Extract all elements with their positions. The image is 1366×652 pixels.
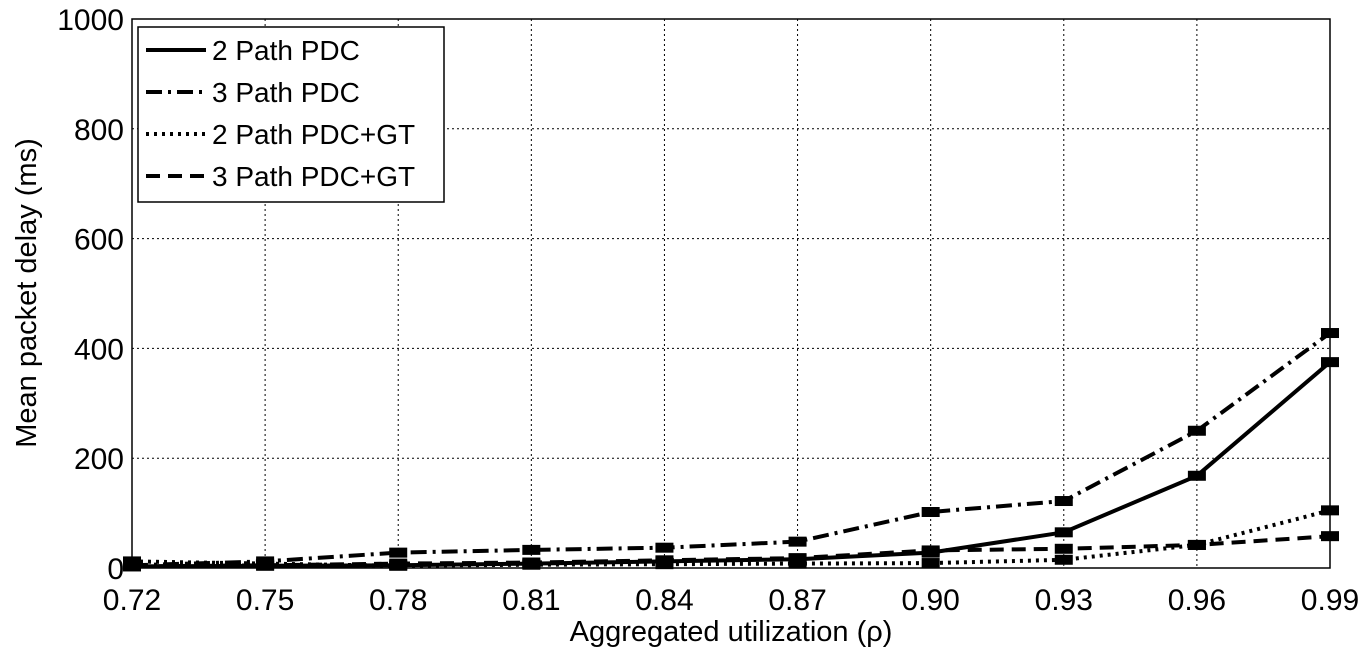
- y-tick-label: 0: [107, 553, 124, 586]
- data-point: [921, 545, 940, 556]
- series-2: [123, 328, 1339, 571]
- data-point: [1321, 328, 1339, 339]
- data-point: [1187, 470, 1206, 481]
- data-point: [1054, 543, 1073, 554]
- x-tick-label: 0.84: [635, 584, 693, 617]
- data-point: [123, 561, 141, 572]
- series-line: [131, 360, 1332, 569]
- data-point: [921, 507, 940, 518]
- data-point: [1054, 527, 1073, 538]
- data-point: [788, 536, 807, 547]
- data-point: [921, 558, 940, 569]
- data-point: [788, 553, 807, 564]
- y-axis-label: Mean packet delay (ms): [11, 138, 43, 447]
- data-point: [1321, 531, 1339, 542]
- y-tick-label: 800: [74, 114, 124, 147]
- x-tick-label: 0.96: [1168, 584, 1226, 617]
- data-point: [1187, 425, 1206, 436]
- x-tick-label: 0.87: [768, 584, 826, 617]
- plot-frame: [131, 18, 1331, 569]
- tick-labels: 0.72 0.75 0.78 0.81 0.84 0.87 0.90 0.93 0.96 0.99…: [57, 4, 1359, 617]
- data-point: [1187, 539, 1206, 550]
- x-axis-label: Aggregated utilization (ρ): [570, 616, 893, 648]
- legend-label: 2 Path PDC: [212, 35, 360, 66]
- data-point: [256, 560, 275, 571]
- data-point: [522, 557, 541, 568]
- legend-label: 3 Path PDC+GT: [212, 161, 415, 192]
- legend-label: 3 Path PDC: [212, 77, 360, 108]
- legend-label: 2 Path PDC+GT: [212, 119, 415, 150]
- legend: 2 Path PDC 3 Path PDC 2 Path PDC+GT 3 Path …: [137, 26, 445, 203]
- y-tick-label: 200: [74, 443, 124, 476]
- y-tick-label: 600: [74, 224, 124, 257]
- y-tick-label: 400: [74, 333, 124, 366]
- series-1: [123, 357, 1339, 572]
- data-point: [1321, 505, 1339, 516]
- data-point: [655, 542, 674, 553]
- x-tick-label: 0.78: [369, 584, 427, 617]
- x-tick-label: 0.93: [1035, 584, 1093, 617]
- x-tick-label: 0.90: [901, 584, 959, 617]
- data-point: [1054, 496, 1073, 507]
- data-point: [389, 547, 408, 558]
- x-tick-label: 0.99: [1301, 584, 1359, 617]
- legend-box: [137, 26, 445, 203]
- x-tick-label: 0.75: [236, 584, 294, 617]
- data-point: [389, 558, 408, 569]
- series-4: [123, 531, 1339, 572]
- data-point: [655, 555, 674, 566]
- series-line: [131, 534, 1331, 569]
- y-tick-label: 1000: [57, 4, 124, 37]
- data-point: [1321, 357, 1339, 368]
- series-group: [123, 328, 1339, 572]
- x-tick-label: 0.72: [103, 584, 161, 617]
- series-line: [131, 331, 1332, 568]
- data-point: [1054, 554, 1073, 565]
- x-tick-label: 0.81: [502, 584, 560, 617]
- data-point: [788, 558, 807, 569]
- data-point: [522, 544, 541, 555]
